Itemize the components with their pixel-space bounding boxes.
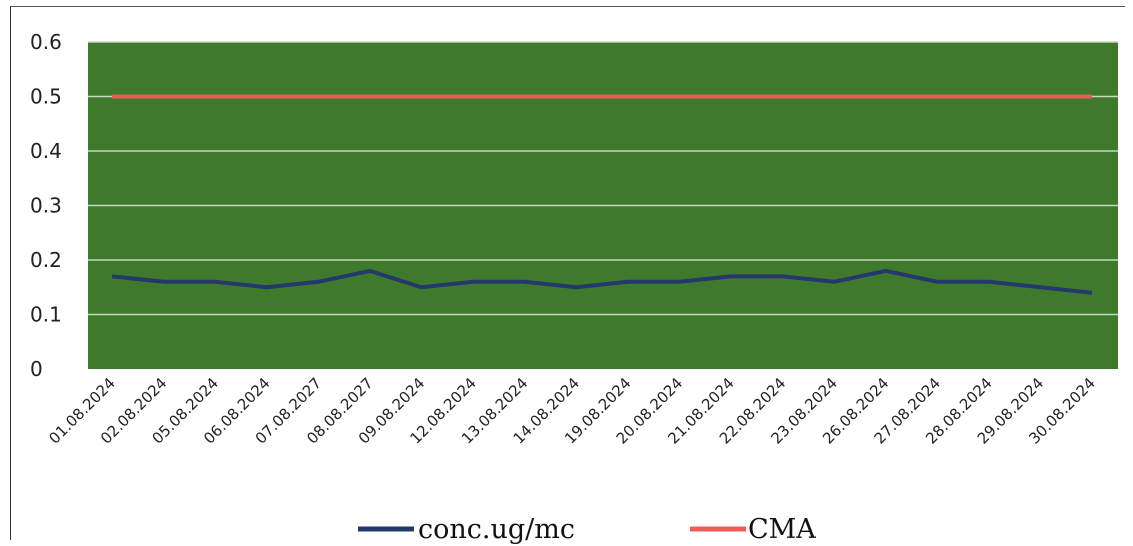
legend-label-cma: CMA xyxy=(748,514,816,545)
y-tick-label: 0.4 xyxy=(30,139,62,163)
legend-label-conc: conc.ug/mc xyxy=(418,514,575,545)
chart-frame xyxy=(10,6,1125,540)
legend: conc.ug/mc CMA xyxy=(358,514,816,545)
y-tick-label: 0.3 xyxy=(30,194,62,218)
y-tick-label: 0.1 xyxy=(30,303,62,327)
y-tick-label: 0.6 xyxy=(30,30,62,54)
y-tick-label: 0 xyxy=(30,357,43,381)
y-tick-label: 0.5 xyxy=(30,85,62,109)
series-lines xyxy=(111,94,1093,295)
series-line-0 xyxy=(111,268,1093,295)
y-axis-ticks: 0 0.1 0.2 0.3 0.4 0.5 0.6 xyxy=(30,30,62,381)
y-tick-label: 0.2 xyxy=(30,248,62,272)
x-axis-ticks: 01.08.202402.08.202405.08.202406.08.2024… xyxy=(45,374,1098,447)
